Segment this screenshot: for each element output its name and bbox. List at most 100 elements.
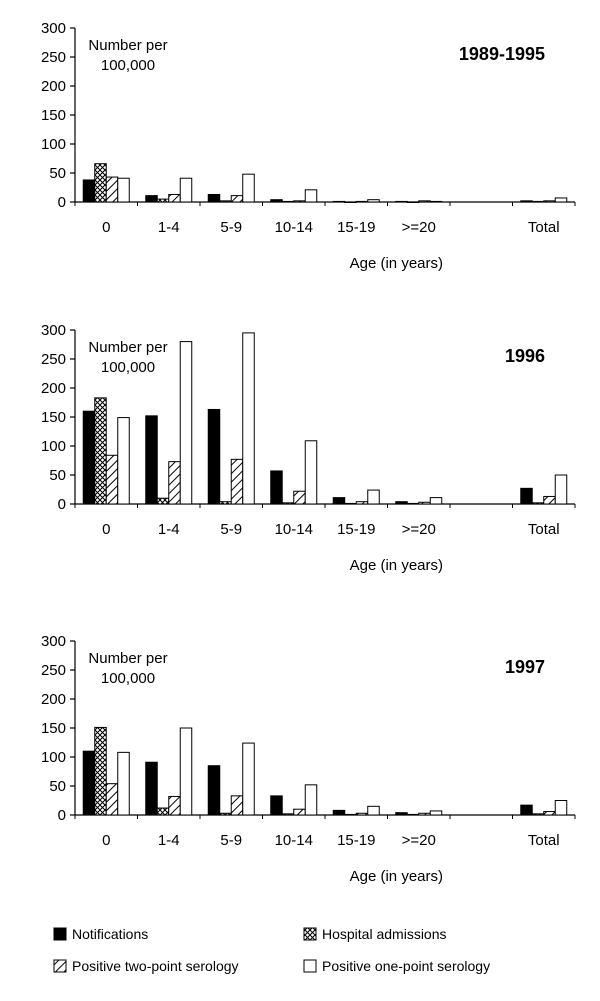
bar-positive-two-point-serology xyxy=(230,195,244,203)
bar-hospital-admissions xyxy=(344,502,357,505)
x-tick-label: 0 xyxy=(102,219,110,236)
bar-hospital-admissions xyxy=(531,200,545,203)
y-tick-label: 150 xyxy=(41,107,66,124)
x-tick-label: Total xyxy=(528,832,560,849)
bar-hospital-admissions xyxy=(156,198,170,203)
x-tick-label: >=20 xyxy=(402,521,436,538)
bar-positive-two-point-serology xyxy=(230,795,244,816)
legend-label: Positive two-point serology xyxy=(72,958,239,974)
bar-positive-two-point-serology xyxy=(293,490,306,505)
bar-notifications xyxy=(207,408,221,505)
bar-notifications xyxy=(270,470,283,505)
y-tick-label: 250 xyxy=(41,49,66,66)
bar-hospital-admissions xyxy=(281,502,295,505)
x-tick-label: 15-19 xyxy=(337,219,375,236)
bar-hospital-admissions xyxy=(406,502,420,505)
bar-notifications xyxy=(82,410,96,505)
chart-title: 1996 xyxy=(505,346,545,366)
bar-notifications xyxy=(332,809,346,816)
bar-hospital-admissions xyxy=(406,201,420,203)
legend-item: Notifications xyxy=(53,926,148,942)
y-tick-label: 200 xyxy=(41,380,66,397)
bar-positive-one-point-serology xyxy=(179,177,193,203)
bar-hospital-admissions xyxy=(94,163,107,203)
bar-positive-two-point-serology xyxy=(543,200,556,203)
bar-hospital-admissions xyxy=(281,813,295,816)
x-tick-label: 10-14 xyxy=(275,219,313,236)
bar-positive-one-point-serology xyxy=(117,417,130,505)
x-tick-label: 15-19 xyxy=(337,521,375,538)
y-tick-label: 300 xyxy=(41,20,66,37)
bar-positive-two-point-serology xyxy=(168,193,181,203)
legend-swatch xyxy=(53,959,67,973)
x-tick-label: 1-4 xyxy=(158,832,180,849)
bar-hospital-admissions xyxy=(94,397,107,505)
bar-notifications xyxy=(395,812,408,816)
bar-hospital-admissions xyxy=(531,502,545,505)
bar-notifications xyxy=(520,487,533,505)
bar-hospital-admissions xyxy=(156,497,170,505)
bar-positive-one-point-serology xyxy=(367,805,380,816)
bar-positive-two-point-serology xyxy=(418,200,431,203)
bar-positive-one-point-serology xyxy=(429,200,443,203)
bar-notifications xyxy=(207,765,221,816)
chart-panel-1: 0 50 100 150 200 250 300 0 1-4 5-9 10-14 15-19 >=20 T… xyxy=(41,20,576,272)
y-axis-label: Number per 100,000 xyxy=(88,37,167,74)
bar-positive-two-point-serology xyxy=(230,458,244,505)
bar-positive-two-point-serology xyxy=(543,495,556,505)
bar-positive-one-point-serology xyxy=(304,440,318,505)
bar-positive-two-point-serology xyxy=(168,461,181,505)
x-tick-label: Total xyxy=(528,219,560,236)
chart-title: 1989-1995 xyxy=(459,44,545,64)
x-tick-label: 5-9 xyxy=(220,832,242,849)
bar-positive-one-point-serology xyxy=(554,474,568,505)
y-tick-label: 200 xyxy=(41,691,66,708)
bar-notifications xyxy=(332,497,346,505)
x-tick-label: 5-9 xyxy=(220,521,242,538)
y-tick-label: 0 xyxy=(58,496,66,513)
x-tick-label: 10-14 xyxy=(275,832,313,849)
bar-positive-one-point-serology xyxy=(179,341,193,505)
bar-hospital-admissions xyxy=(344,201,357,203)
x-tick-label: 15-19 xyxy=(337,832,375,849)
bar-hospital-admissions xyxy=(94,726,107,816)
bar-notifications xyxy=(520,804,533,816)
legend-swatch xyxy=(303,959,317,973)
bar-positive-one-point-serology xyxy=(117,751,130,816)
x-tick-label: 1-4 xyxy=(158,219,180,236)
y-tick-label: 50 xyxy=(49,467,66,484)
bar-notifications xyxy=(270,795,283,816)
x-axis-label: Age (in years) xyxy=(350,255,443,272)
bar-positive-one-point-serology xyxy=(304,189,318,203)
chart-panels: 0 50 100 150 200 250 300 0 1-4 5-9 10-14 15-19 >=20 T… xyxy=(41,20,576,885)
x-tick-label: 10-14 xyxy=(275,521,313,538)
bar-positive-one-point-serology xyxy=(242,173,255,203)
x-tick-label: 0 xyxy=(102,521,110,538)
legend-label: Notifications xyxy=(72,926,148,942)
y-tick-label: 250 xyxy=(41,662,66,679)
y-tick-label: 50 xyxy=(49,778,66,795)
bar-notifications xyxy=(207,193,221,203)
y-axis-label: Number per 100,000 xyxy=(88,339,167,376)
legend-label: Hospital admissions xyxy=(322,926,447,942)
x-tick-label: Total xyxy=(528,521,560,538)
bar-notifications xyxy=(395,200,408,203)
x-tick-label: 0 xyxy=(102,832,110,849)
x-tick-label: 5-9 xyxy=(220,219,242,236)
x-tick-label: 1-4 xyxy=(158,521,180,538)
bar-hospital-admissions xyxy=(281,200,295,203)
y-tick-label: 100 xyxy=(41,136,66,153)
chart-panel-3: 0 50 100 150 200 250 300 0 1-4 5-9 10-14 15-19 >=20 T… xyxy=(41,633,576,885)
chart-panel-2: 0 50 100 150 200 250 300 0 1-4 5-9 10-14 15-19 >=20 T… xyxy=(41,322,576,574)
bar-positive-one-point-serology xyxy=(429,810,443,816)
legend: Notifications Hospital admissions Positive… xyxy=(53,926,490,974)
bar-positive-two-point-serology xyxy=(168,795,181,816)
bar-positive-one-point-serology xyxy=(242,332,255,505)
bar-positive-two-point-serology xyxy=(418,501,431,505)
bar-positive-two-point-serology xyxy=(355,200,369,203)
bar-positive-two-point-serology xyxy=(543,811,556,816)
legend-swatch xyxy=(303,927,317,941)
bar-notifications xyxy=(332,200,346,203)
bar-positive-two-point-serology xyxy=(355,501,369,505)
